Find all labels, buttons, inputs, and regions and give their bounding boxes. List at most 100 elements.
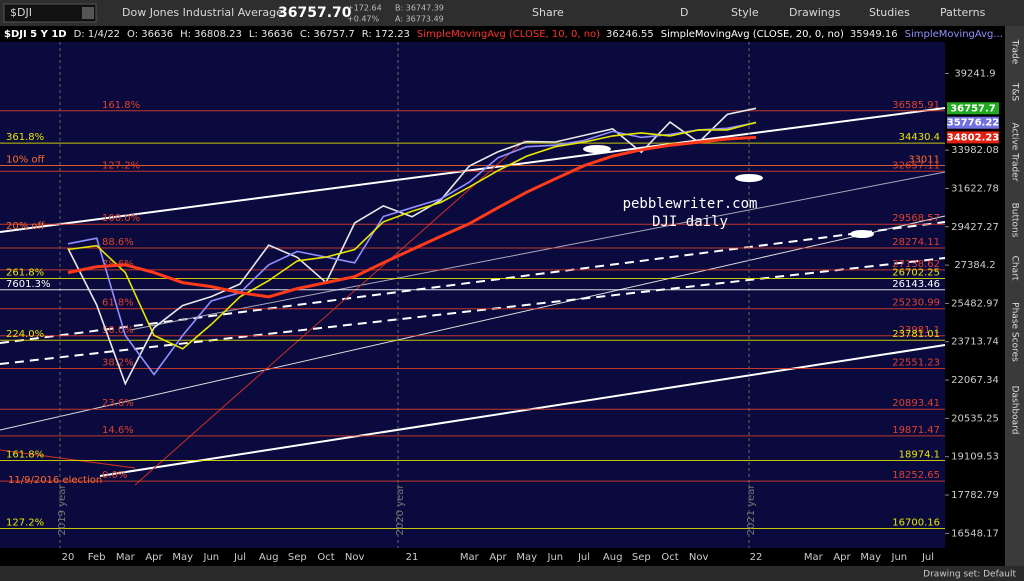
- x-tick-label: Aug: [603, 552, 623, 563]
- x-tick-label: 21: [406, 552, 419, 563]
- x-tick-label: Mar: [804, 552, 824, 563]
- level-label: 88.6%: [102, 237, 134, 248]
- annotation: DJI daily: [652, 214, 728, 230]
- series-line: [67, 121, 757, 350]
- level-value: 19871.47: [892, 425, 940, 436]
- x-tick-label: Feb: [88, 552, 106, 563]
- toolbar-button[interactable]: Studies: [869, 6, 910, 19]
- y-tick-label: 39241.9: [954, 68, 995, 79]
- study-value: 35949.16: [850, 29, 898, 40]
- price-tag-label: 36757.7: [950, 103, 996, 114]
- trendline: [134, 139, 526, 486]
- trendline: [129, 171, 946, 331]
- level-label: 7601.3%: [6, 279, 51, 290]
- x-tick-label: Nov: [689, 552, 709, 563]
- side-tab[interactable]: Chart: [1010, 256, 1020, 281]
- level-value: 26143.46: [892, 279, 940, 290]
- y-tick-label: 33982.08: [951, 145, 999, 156]
- x-tick-label: Sep: [288, 552, 307, 563]
- price-tag: [947, 116, 999, 129]
- y-tick-label: 27384.2: [954, 260, 995, 271]
- trendline: [0, 215, 946, 431]
- y-tick-label: 25482.97: [951, 298, 999, 309]
- price-tag: [947, 131, 999, 144]
- x-tick-label: Jun: [891, 552, 908, 563]
- trendline: [0, 449, 136, 469]
- x-tick-label: Oct: [661, 552, 678, 563]
- level-value: 29568.57: [892, 213, 940, 224]
- plot-bg: [0, 42, 945, 548]
- y-tick-label: 17782.79: [951, 490, 999, 501]
- x-tick-label: Jun: [547, 552, 564, 563]
- x-tick-label: Jul: [921, 552, 934, 563]
- level-value: 18974.1: [899, 450, 940, 461]
- toolbar-button[interactable]: D: [680, 6, 688, 19]
- toolbar-button[interactable]: Style: [731, 6, 759, 19]
- trendline: [0, 107, 946, 233]
- level-value: 26702.25: [892, 268, 940, 279]
- level-label: 261.8%: [6, 268, 44, 279]
- header-title: $DJI 5 Y 1D: [4, 29, 67, 40]
- series-line: [67, 135, 757, 299]
- series-line: [67, 121, 757, 376]
- level-value: 20893.41: [892, 398, 940, 409]
- level-label: 100.0%: [102, 213, 140, 224]
- study-name: SimpleMovingAvg (CLOSE, 20, 0, no): [661, 29, 844, 40]
- price-tag-label: 34802.23: [947, 132, 1000, 143]
- x-tick-label: Aug: [259, 552, 279, 563]
- x-tick-label: Jul: [577, 552, 590, 563]
- last-price: 36757.70: [278, 5, 352, 21]
- side-tab[interactable]: Dashboard: [1010, 386, 1020, 435]
- level-label: 50.0%: [102, 325, 134, 336]
- study-name: SimpleMovingAvg (CLOSE, 10, 0, no): [417, 29, 600, 40]
- y-tick-label: 23713.74: [951, 337, 999, 348]
- y-tick-label: 16548.17: [951, 528, 999, 539]
- level-label: 361.8%: [6, 132, 44, 143]
- level-label: 127.2%: [6, 518, 44, 529]
- price-tag: [947, 102, 999, 115]
- side-bg: [1005, 26, 1024, 566]
- level-label: 161.8%: [102, 100, 140, 111]
- annotation: 2020 year: [395, 484, 406, 536]
- drawings: [0, 42, 946, 548]
- chart-layer: 39241.9 33982.08 31622.78 29427.27 27384.2 25…: [0, 68, 999, 539]
- side-tab[interactable]: Buttons: [1010, 203, 1020, 238]
- dropdown[interactable]: [82, 7, 94, 19]
- level-value: 18252.65: [892, 470, 940, 481]
- header-field: R: 172.23: [362, 29, 410, 40]
- level-label: 61.8%: [102, 298, 134, 309]
- level-value: 32657.11: [892, 160, 940, 171]
- time-axis-bg: [0, 548, 1005, 566]
- x-tick-label: Nov: [345, 552, 365, 563]
- side-tab[interactable]: Trade: [1010, 39, 1020, 65]
- symbol[interactable]: $DJI: [10, 6, 32, 19]
- level-label: 224.0%: [6, 329, 44, 340]
- side-tab[interactable]: Active Trader: [1010, 122, 1020, 181]
- x-tick-label: Apr: [145, 552, 163, 563]
- level-value: 23981.1: [899, 325, 940, 336]
- toolbar-button[interactable]: Patterns: [940, 6, 986, 19]
- x-tick-label: 20: [62, 552, 75, 563]
- x-tick-label: Apr: [833, 552, 851, 563]
- marker: [735, 174, 763, 182]
- side-tab[interactable]: Phase Scores: [1010, 302, 1020, 362]
- toolbar-button[interactable]: Drawings: [789, 6, 841, 19]
- trendline: [0, 257, 946, 365]
- symbol-box[interactable]: [3, 3, 97, 23]
- x-tick-label: May: [172, 552, 193, 563]
- y-tick-label: 22067.34: [951, 375, 999, 386]
- price-tag-label: 35776.22: [947, 118, 1000, 129]
- annotation: 11/9/2016 election: [8, 475, 102, 486]
- toolbar-button[interactable]: Share: [532, 6, 564, 19]
- x-tick-label: May: [516, 552, 537, 563]
- y-tick-label: 29427.27: [951, 222, 999, 233]
- y-tick-label: 31622.78: [951, 183, 999, 194]
- marker: [583, 145, 611, 153]
- annotation: 20% off: [6, 221, 46, 232]
- header-field: D: 1/4/22: [74, 29, 120, 40]
- x-tick-label: May: [860, 552, 881, 563]
- header-field: O: 36636: [127, 29, 173, 40]
- side-tab[interactable]: T&S: [1010, 82, 1020, 102]
- level-value: 23781.01: [892, 329, 940, 340]
